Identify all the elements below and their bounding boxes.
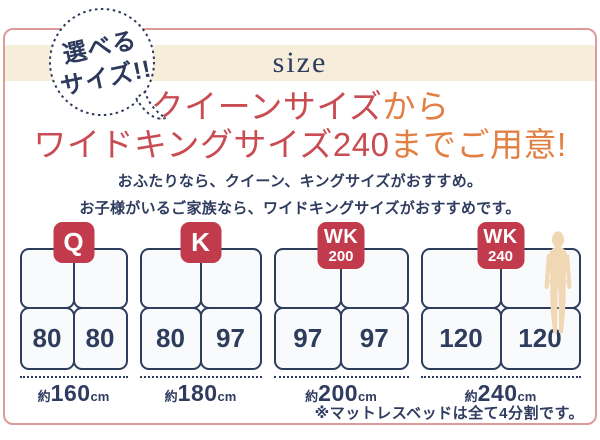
heading-line1-main: クイーンサイズ (150, 88, 383, 125)
width-label: 約200cm (274, 380, 409, 407)
size-diagram-row: Q 80 80 約160cm K 80 97 (0, 222, 600, 407)
mattress-cell-width: 97 (340, 307, 409, 370)
badge-label: Q (63, 227, 84, 257)
mattress-grid: 80 97 (139, 248, 262, 370)
width-label: 約240cm (421, 380, 581, 407)
badge-sublabel: 240 (487, 248, 514, 265)
width-approx: 約 (464, 389, 478, 404)
size-badge-king: K (180, 222, 221, 263)
width-unit: cm (517, 389, 537, 404)
width-approx: 約 (37, 389, 51, 404)
description-line2: お子様がいるご家族なら、ワイドキングサイズがおすすめです。 (79, 200, 521, 217)
mattress-cell-width: 120 (420, 307, 502, 370)
heading-line1: クイーンサイズから (0, 88, 600, 126)
badge-label: WK (323, 226, 359, 248)
size-diagram-wideking240: WK 240 120 120 (420, 222, 581, 407)
width-approx: 約 (164, 389, 178, 404)
badge-label: WK (483, 226, 518, 248)
size-diagram-queen: Q 80 80 約160cm (19, 222, 128, 407)
heading-line1-accent: から (382, 88, 450, 125)
width-unit: cm (217, 389, 237, 404)
mattress-cell-width: 97 (199, 307, 262, 370)
heading-line2: ワイドキングサイズ240までご用意! (0, 126, 600, 164)
width-dotted-line (139, 376, 262, 378)
heading-line2-accent: までご用意! (389, 126, 567, 163)
width-dotted-line (420, 376, 581, 378)
description-line1: おふたりなら、クイーン、キングサイズがおすすめ。 (117, 173, 483, 190)
person-silhouette-icon (544, 231, 571, 333)
width-value: 200 (318, 380, 359, 406)
size-badge-wideking240: WK 240 (477, 222, 524, 269)
width-dotted-line (19, 376, 128, 378)
width-unit: cm (358, 389, 377, 404)
heading-line2-main: ワイドキングサイズ240 (33, 126, 390, 163)
mattress-cell-width: 80 (139, 307, 202, 370)
footnote: ※マットレスベッドは全て4分割です。 (314, 405, 584, 422)
size-badge-wideking200: WK 200 (317, 222, 365, 269)
width-unit: cm (90, 389, 110, 404)
mattress-cell-width: 97 (273, 307, 342, 370)
width-approx: 約 (305, 389, 319, 404)
mattress-grid: 120 120 (420, 248, 581, 370)
mattress-cell-width: 120 (499, 307, 581, 370)
speech-bubble-outline-icon (49, 8, 167, 120)
description-text: おふたりなら、クイーン、キングサイズがおすすめ。 お子様がいるご家族なら、ワイド… (0, 168, 600, 222)
width-label: 約180cm (140, 380, 262, 407)
section-title: size (272, 46, 328, 79)
mattress-cell-width: 80 (72, 307, 128, 370)
size-diagram-wideking200: WK 200 97 97 約200cm (273, 222, 409, 407)
width-value: 180 (177, 380, 218, 406)
size-diagram-king: K 80 97 約180cm (139, 222, 262, 407)
badge-label: K (191, 227, 210, 257)
width-dotted-line (273, 376, 409, 378)
size-badge-queen: Q (53, 222, 94, 263)
speech-bubble: 選べる サイズ!! (44, 5, 170, 129)
mattress-grid: 80 80 (19, 248, 128, 370)
width-value: 160 (50, 380, 91, 406)
width-label: 約160cm (20, 380, 128, 407)
width-value: 240 (477, 380, 518, 406)
main-heading: クイーンサイズから ワイドキングサイズ240までご用意! (0, 88, 600, 164)
mattress-cell-width: 80 (19, 307, 75, 370)
badge-sublabel: 200 (328, 248, 354, 265)
